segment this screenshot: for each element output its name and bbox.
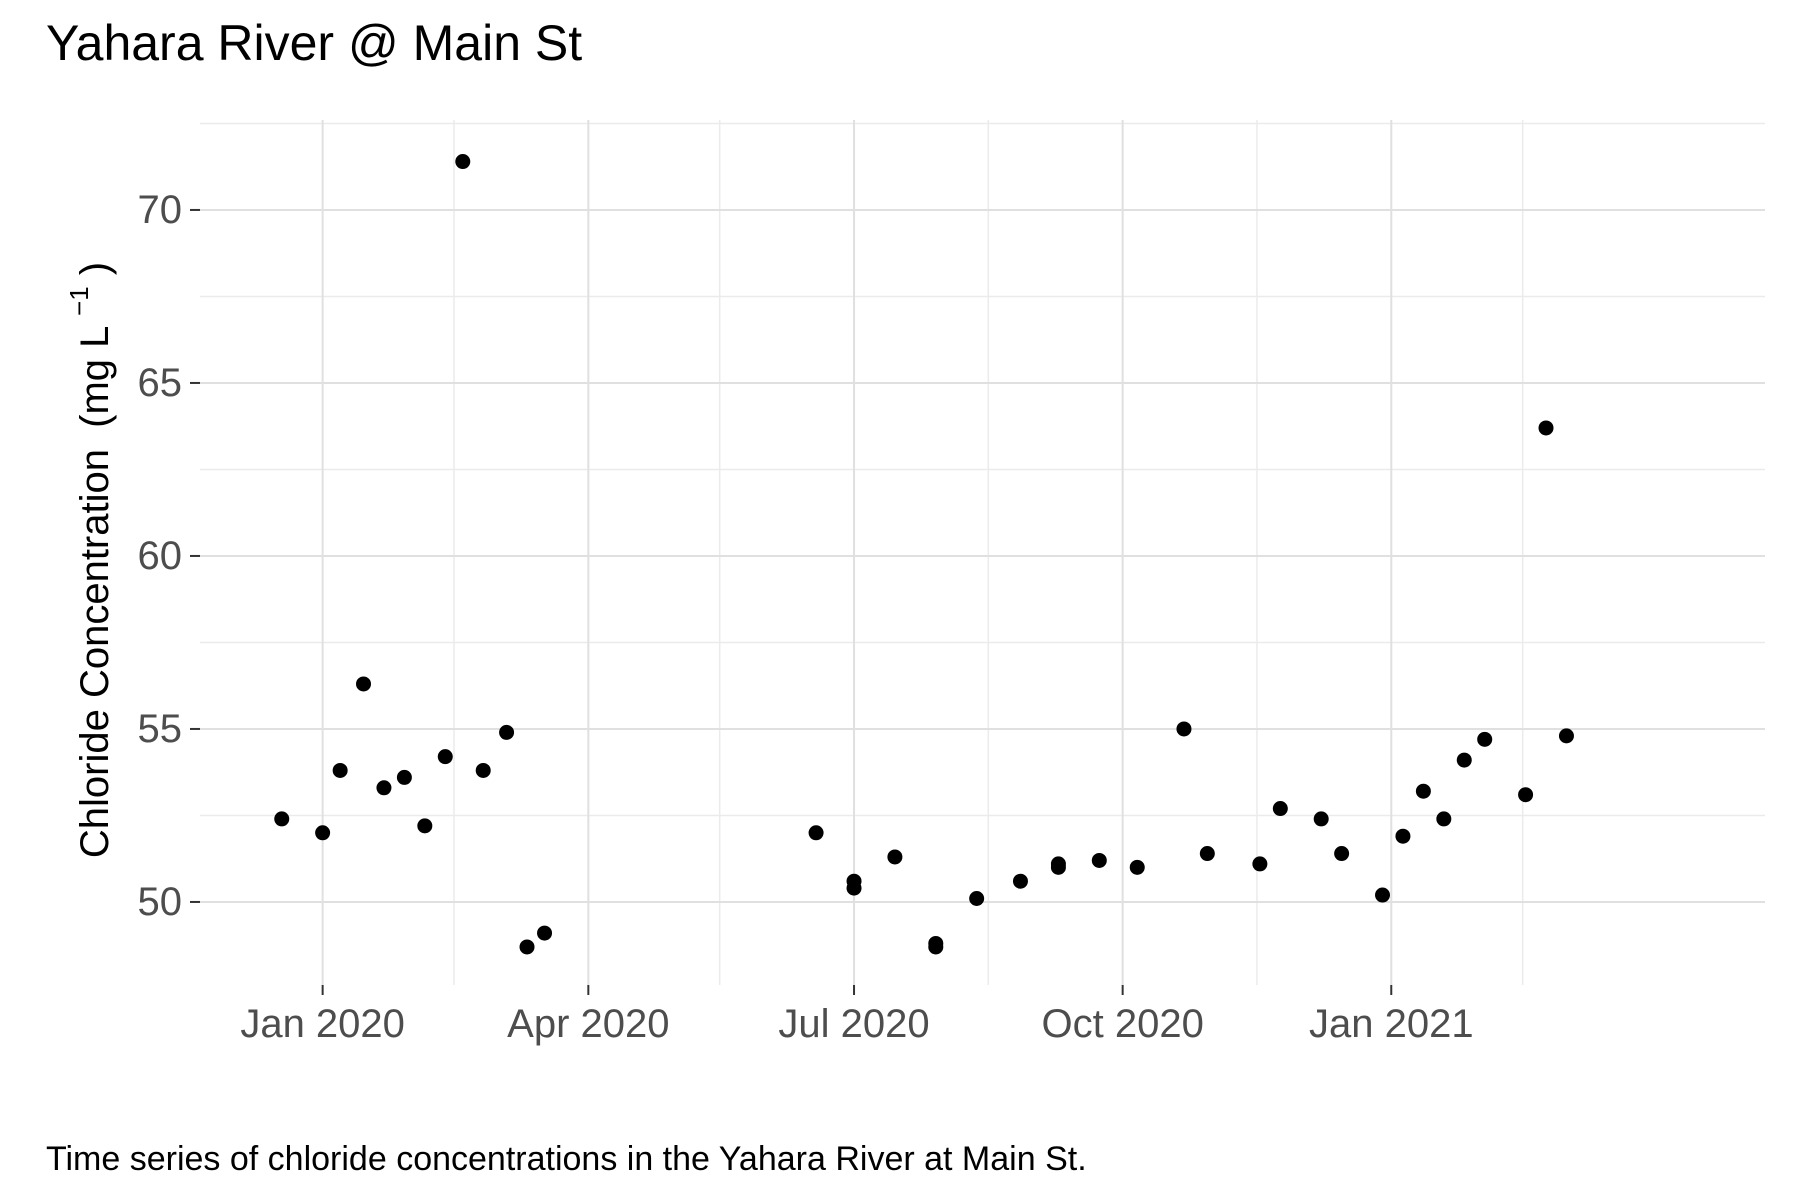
data-point — [887, 849, 903, 865]
data-point — [808, 825, 824, 841]
data-point — [475, 762, 491, 778]
x-axis: Jan 2020 Apr 2020 Jul 2020 Oct 2020 Jan 2021 — [240, 985, 1474, 1046]
data-point — [1334, 846, 1350, 862]
data-point — [1199, 846, 1215, 862]
data-point — [1538, 420, 1554, 436]
data-point — [1518, 787, 1534, 803]
data-points — [274, 154, 1574, 955]
chart-title: Yahara River @ Main St — [46, 15, 583, 71]
data-point — [1313, 811, 1329, 827]
y-axis-label: Chloride Concentration (mg L −1 ) — [57, 262, 117, 858]
chart-caption: Time series of chloride concentrations i… — [46, 1140, 1087, 1178]
x-tick-label: Apr 2020 — [507, 1002, 669, 1046]
data-point — [1176, 721, 1192, 737]
y-tick-label: 65 — [138, 361, 183, 405]
x-tick-label: Jul 2020 — [778, 1002, 929, 1046]
y-axis-label-unit-suffix: ) — [73, 262, 117, 275]
x-tick-label: Oct 2020 — [1041, 1002, 1203, 1046]
data-point — [455, 154, 471, 170]
data-point — [499, 724, 515, 740]
data-point — [396, 769, 412, 785]
data-point — [1091, 852, 1107, 868]
data-point — [1395, 828, 1411, 844]
data-point — [1415, 783, 1431, 799]
minor-gridlines — [200, 120, 1765, 985]
data-point — [356, 676, 372, 692]
data-point — [1436, 811, 1452, 827]
data-point — [969, 891, 985, 906]
y-tick-label: 50 — [138, 880, 183, 924]
y-axis-label-unit-exponent: −1 — [64, 286, 94, 316]
x-tick-label: Jan 2021 — [1309, 1002, 1474, 1046]
major-gridlines — [200, 120, 1765, 985]
data-point — [1050, 859, 1066, 875]
y-axis-label-text: Chloride Concentration — [73, 449, 117, 858]
data-point — [928, 939, 944, 955]
y-axis-label-unit-prefix: (mg L — [73, 327, 117, 428]
data-point — [519, 939, 535, 955]
data-point — [1129, 859, 1145, 875]
data-point — [537, 925, 553, 941]
data-point — [376, 780, 392, 796]
data-point — [315, 825, 331, 841]
svg-text:Chloride Concentration: Chloride Concentration (mg L −1 ) — [57, 262, 117, 858]
data-point — [1272, 801, 1288, 817]
y-tick-label: 55 — [138, 707, 183, 751]
data-point — [332, 762, 348, 778]
data-point — [417, 818, 433, 834]
data-point — [846, 880, 862, 896]
data-point — [437, 749, 453, 765]
data-point — [1477, 731, 1493, 747]
data-point — [274, 811, 290, 827]
y-tick-label: 60 — [138, 534, 183, 578]
data-point — [1456, 752, 1472, 768]
y-tick-label: 70 — [138, 188, 183, 232]
data-point — [1375, 887, 1391, 903]
data-point — [1012, 873, 1028, 889]
y-axis: 50 55 60 65 70 — [138, 188, 200, 924]
data-point — [1558, 728, 1574, 744]
x-tick-label: Jan 2020 — [240, 1002, 405, 1046]
data-point — [1252, 856, 1268, 872]
